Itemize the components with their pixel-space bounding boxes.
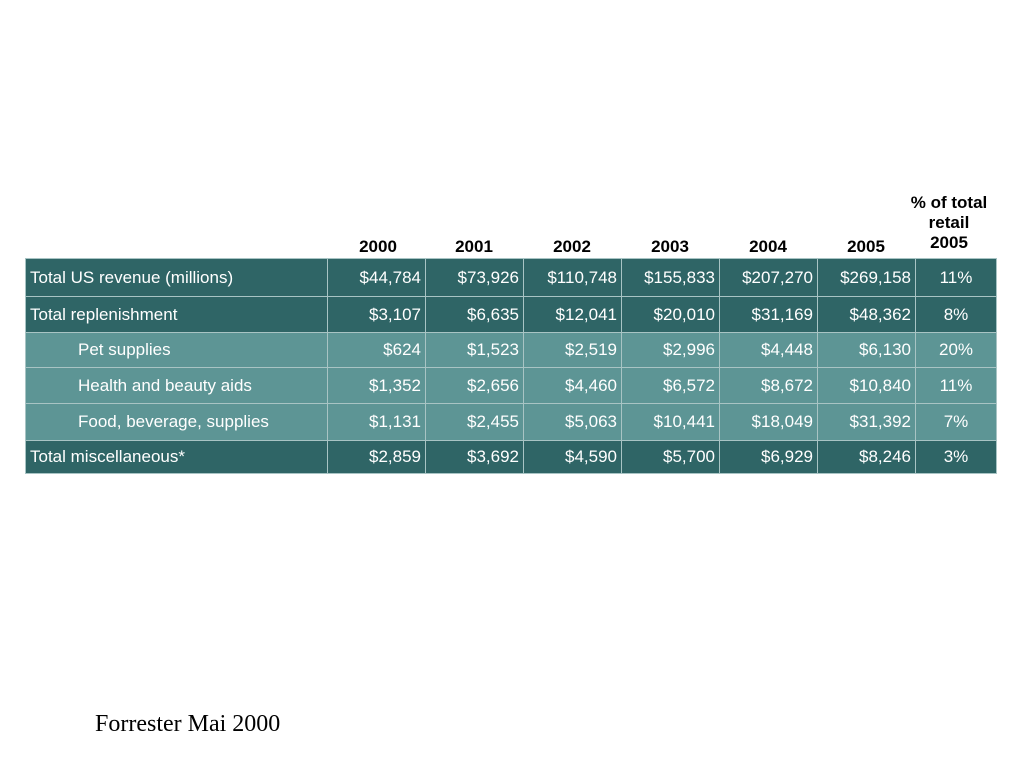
row-label: Total replenishment [25,296,328,333]
table-body: Total US revenue (millions) $44,784 $73,92… [25,258,997,474]
table-row: Health and beauty aids $1,352 $2,656 $4,460… [25,367,997,404]
value-cell-2001: $1,523 [425,332,524,368]
value-cell-2003: $20,010 [621,296,720,333]
value-cell-2005: $269,158 [817,258,916,297]
year-header-2000: 2000 [359,237,397,256]
value-cell-2001: $3,692 [425,440,524,474]
value-cell-2003: $10,441 [621,403,720,441]
source-citation: Forrester Mai 2000 [95,711,281,737]
value-cell-2005: $31,392 [817,403,916,441]
value-cell-2004: $31,169 [719,296,818,333]
row-label: Total US revenue (millions) [25,258,328,297]
value-cell-2004: $6,929 [719,440,818,474]
value-cell-2004: $18,049 [719,403,818,441]
value-cell-2000: $3,107 [327,296,426,333]
value-cell-2000: $44,784 [327,258,426,297]
value-cell-2001: $73,926 [425,258,524,297]
pct-header-line-1: % of total [910,193,988,212]
table-row: Food, beverage, supplies $1,131 $2,455 $5,0… [25,403,997,441]
pct-of-total-cell: 7% [915,403,997,441]
table-row: Total US revenue (millions) $44,784 $73,92… [25,258,997,297]
value-cell-2004: $207,270 [719,258,818,297]
value-cell-2001: $6,635 [425,296,524,333]
value-cell-2005: $8,246 [817,440,916,474]
value-cell-2005: $10,840 [817,367,916,404]
value-cell-2002: $4,590 [523,440,622,474]
value-cell-2004: $8,672 [719,367,818,404]
row-label: Pet supplies [25,332,328,368]
pct-of-total-cell: 11% [915,367,997,404]
value-cell-2002: $4,460 [523,367,622,404]
pct-header-line-3: 2005 [930,233,968,252]
year-header-2001: 2001 [455,237,493,256]
pct-of-total-cell: 20% [915,332,997,368]
row-label: Health and beauty aids [25,367,328,404]
year-header-2005: 2005 [847,237,885,256]
value-cell-2003: $155,833 [621,258,720,297]
value-cell-2002: $110,748 [523,258,622,297]
value-cell-2000: $624 [327,332,426,368]
value-cell-2005: $48,362 [817,296,916,333]
value-cell-2002: $2,519 [523,332,622,368]
pct-header-line-2: retail [928,213,970,232]
table-row: Total replenishment $3,107 $6,635 $12,041 $2… [25,296,997,333]
value-cell-2002: $5,063 [523,403,622,441]
pct-of-total-cell: 8% [915,296,997,333]
table-row: Pet supplies $624 $1,523 $2,519 $2,996 $4,448… [25,332,997,368]
value-cell-2001: $2,656 [425,367,524,404]
value-cell-2003: $2,996 [621,332,720,368]
year-header-2002: 2002 [553,237,591,256]
year-header-2004: 2004 [749,237,787,256]
row-label: Food, beverage, supplies [25,403,328,441]
table-row: Total miscellaneous* $2,859 $3,692 $4,590 $5… [25,440,997,474]
value-cell-2005: $6,130 [817,332,916,368]
value-cell-2001: $2,455 [425,403,524,441]
pct-of-total-cell: 11% [915,258,997,297]
pct-of-total-cell: 3% [915,440,997,474]
value-cell-2003: $6,572 [621,367,720,404]
value-cell-2004: $4,448 [719,332,818,368]
value-cell-2000: $1,352 [327,367,426,404]
row-label: Total miscellaneous* [25,440,328,474]
value-cell-2002: $12,041 [523,296,622,333]
value-cell-2000: $1,131 [327,403,426,441]
year-header-2003: 2003 [651,237,689,256]
value-cell-2003: $5,700 [621,440,720,474]
revenue-table: Total US revenue (millions) $44,784 $73,92… [25,258,997,474]
pct-of-total-header: % of total retail 2005 [897,193,1001,253]
value-cell-2000: $2,859 [327,440,426,474]
